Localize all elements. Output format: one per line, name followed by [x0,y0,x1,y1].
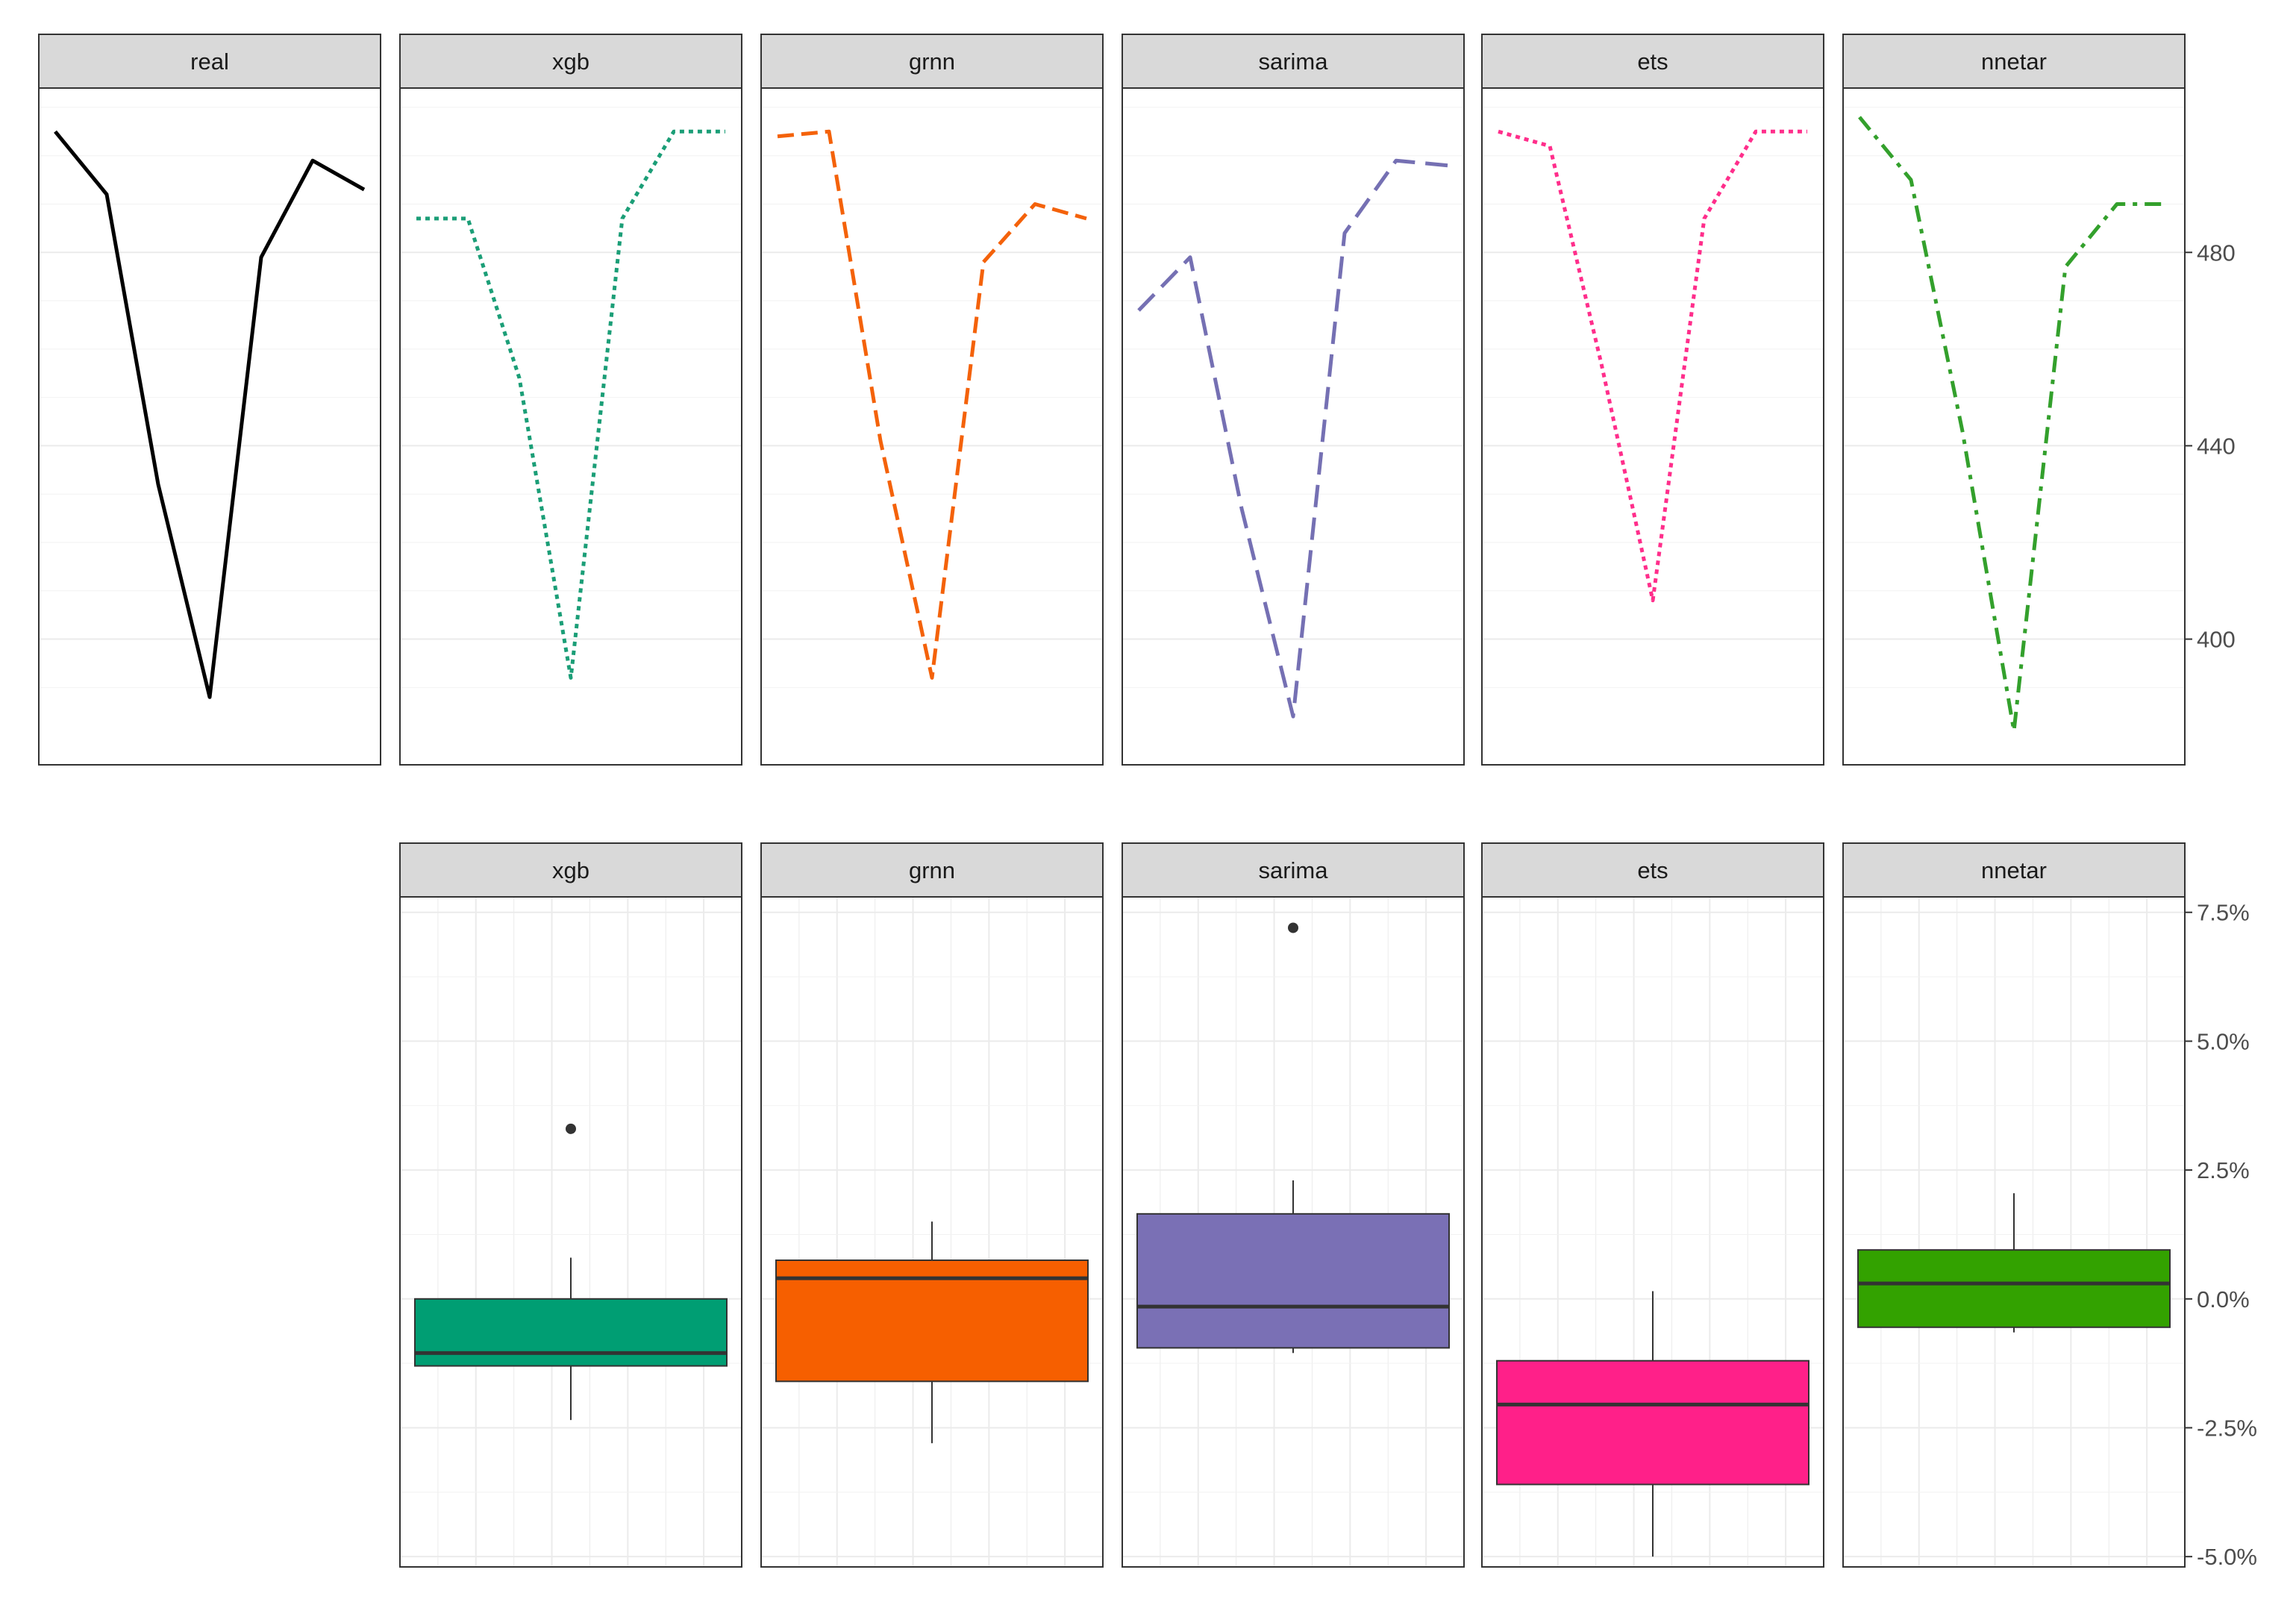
box-xgb [414,1298,728,1367]
top-y-axis-tick-label: 440 [2197,433,2236,459]
box-nnetar [1857,1249,2171,1328]
line-panel-real-background [39,88,381,765]
box-panel-grnn-strip [760,842,1104,898]
series-line-grnn [777,129,1087,680]
outlier-point-sarima [1288,922,1298,933]
line-panel-grnn-strip [760,34,1104,89]
line-panel-ets-background [1482,88,1824,765]
line-panel-xgb-strip-label: xgb [552,48,589,75]
box-panel-ets-strip-label: ets [1637,857,1668,883]
series-line-ets [1498,129,1807,603]
top-y-axis-tick-label: 480 [2197,240,2236,266]
box-panel-xgb-strip [399,842,742,898]
line-panel-real: real [38,34,381,766]
box-panel-grnn: grnn [760,842,1104,1568]
line-panel-nnetar: nnetar [1842,34,2186,766]
box-panel-sarima: sarima [1122,842,1465,1568]
box-panel-nnetar: nnetar [1842,842,2186,1568]
line-panel-real-strip-label: real [190,48,229,75]
box-panel-grnn-strip-label: grnn [909,857,955,883]
bottom-y-axis-tick-label: -2.5% [2197,1415,2257,1441]
series-line-nnetar [1858,116,2168,733]
box-panel-ets: ets [1481,842,1824,1568]
line-panel-nnetar-strip-label: nnetar [1981,48,2047,75]
box-panel-nnetar-strip-label: nnetar [1981,857,2047,883]
box-panel-xgb-background [400,897,742,1567]
box-panel-xgb-strip-label: xgb [552,857,589,883]
box-panel-ets-strip [1481,842,1824,898]
box-panel-xgb: xgb [399,842,742,1568]
line-panel-grnn-background [761,88,1103,765]
series-line-xgb [416,129,725,680]
bottom-y-axis-tick-label: 5.0% [2197,1028,2250,1054]
line-panel-sarima-strip [1122,34,1465,89]
line-panel-nnetar-background [1843,88,2185,765]
line-panel-xgb: xgb [399,34,742,766]
error-boxplots-row: xgb grnn sarima ets nnetar -5.0% -2.5% 0.0% 2.5%… [399,842,2257,1570]
box-panel-sarima-strip-label: sarima [1258,857,1328,883]
line-panel-ets-strip-label: ets [1637,48,1668,75]
outlier-point-xgb [566,1123,576,1134]
line-panel-grnn: grnn [760,34,1104,766]
line-panel-real-strip [38,34,381,89]
line-panel-sarima-background [1122,88,1464,765]
box-panel-sarima-strip [1122,842,1465,898]
line-panel-grnn-strip-label: grnn [909,48,955,75]
line-panel-ets-strip [1481,34,1824,89]
box-sarima [1136,1212,1450,1349]
bottom-y-axis-tick-label: 2.5% [2197,1157,2250,1183]
box-grnn [775,1259,1089,1383]
line-panel-ets: ets [1481,34,1824,766]
line-panel-sarima: sarima [1122,34,1465,766]
box-panel-nnetar-strip [1842,842,2186,898]
bottom-y-axis-tick-label: -5.0% [2197,1544,2257,1570]
forecast-lines-row: real xgb grnn sarima ets nnetar 400 440 480 [38,34,2236,766]
line-panel-xgb-strip [399,34,742,89]
box-ets [1496,1359,1809,1486]
bottom-y-axis-tick-label: 7.5% [2197,900,2250,926]
line-panel-nnetar-strip [1842,34,2186,89]
series-line-real [54,130,366,699]
bottom-y-axis-tick-label: 0.0% [2197,1286,2250,1312]
line-panel-xgb-background [400,88,742,765]
top-y-axis-tick-label: 400 [2197,627,2236,653]
series-line-sarima [1137,158,1448,719]
line-panel-sarima-strip-label: sarima [1258,48,1328,75]
